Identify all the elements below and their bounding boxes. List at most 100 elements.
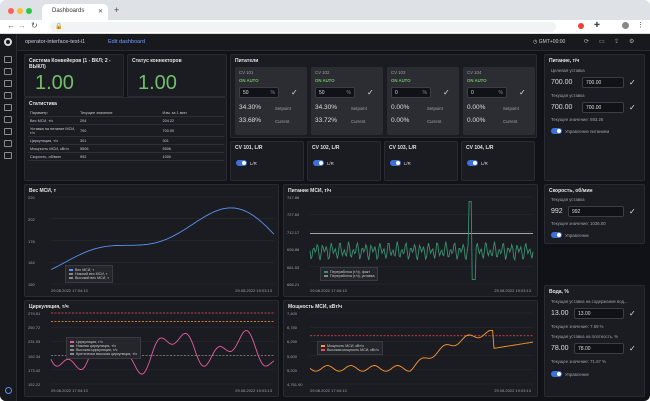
feeder-percent-input[interactable]: 50% bbox=[239, 87, 279, 98]
feeders-panel: Питатели CV 101 ON AUTO 50% ✓ 34.30% Set… bbox=[230, 54, 537, 138]
y-tick-label: 727.60 bbox=[287, 212, 300, 218]
timezone-picker[interactable]: ◷ GMT+00:00 bbox=[533, 39, 565, 45]
reload-icon[interactable]: ↻ bbox=[31, 21, 38, 30]
chart-tooltip-legend: Переработка (т/ч), факт Переработка (т/ч)… bbox=[320, 267, 379, 281]
feed-control-panel: Питание, т/ч Целевая уставка 700.00 700.… bbox=[544, 54, 645, 181]
density-input[interactable]: 78.00 bbox=[574, 343, 624, 354]
toggle-label: Управление питанием bbox=[565, 129, 610, 134]
x-tick-label: 29.08.2022 17:04:13 bbox=[51, 388, 88, 393]
speed-control-toggle[interactable] bbox=[551, 232, 562, 238]
dashboards-icon[interactable] bbox=[4, 68, 12, 75]
y-tick-label: 152.22 bbox=[28, 382, 41, 387]
dashboard-header: operator-interface-test-i1 Edit dashboar… bbox=[17, 34, 650, 51]
check-icon[interactable]: ✓ bbox=[629, 207, 636, 216]
check-icon[interactable]: ✓ bbox=[519, 88, 526, 97]
lr-toggle[interactable] bbox=[313, 160, 324, 166]
series-line bbox=[309, 329, 534, 372]
feeder-name: CV 103 bbox=[391, 70, 406, 75]
legend-swatch bbox=[324, 275, 328, 278]
legend-label: Нижняя циркуляция, т/ч bbox=[76, 344, 116, 348]
menu-icon[interactable]: ⋮ bbox=[637, 22, 644, 29]
close-tab-icon[interactable]: ✕ bbox=[97, 9, 103, 15]
target-value: 700.00 bbox=[551, 79, 573, 86]
plugins-icon[interactable] bbox=[4, 140, 12, 147]
forward-icon[interactable]: → bbox=[18, 21, 26, 30]
column-header[interactable]: Изм. за 1 мин bbox=[160, 109, 224, 117]
setpoint-label: Setpoint bbox=[503, 106, 519, 111]
minimize-window-icon[interactable] bbox=[17, 8, 23, 14]
table-cell: 204 bbox=[78, 116, 161, 125]
toggle-label: Управление bbox=[565, 233, 589, 238]
chart-tooltip-legend: Циркуляция, т/ч Нижняя циркуляция, т/ч Выс… bbox=[66, 337, 141, 359]
check-icon[interactable]: ✓ bbox=[443, 88, 450, 97]
users-icon[interactable] bbox=[4, 116, 12, 123]
user-avatar-icon[interactable] bbox=[5, 387, 12, 394]
check-icon[interactable]: ✓ bbox=[629, 309, 636, 318]
water-control-toggle[interactable] bbox=[551, 371, 562, 377]
current-input[interactable]: 700.00 bbox=[582, 102, 624, 113]
check-icon[interactable]: ✓ bbox=[629, 344, 636, 353]
weight-chart-panel: Вес МСИ, т 220 202 178 164 150 29.08.2022 17:… bbox=[24, 184, 279, 297]
profile-avatar[interactable] bbox=[622, 22, 629, 29]
check-icon[interactable]: ✓ bbox=[629, 78, 636, 87]
check-icon[interactable]: ✓ bbox=[367, 88, 374, 97]
lr-toggle[interactable] bbox=[236, 160, 247, 166]
y-tick-label: 192.34 bbox=[28, 353, 41, 359]
server-admin-icon[interactable] bbox=[4, 128, 12, 135]
legend-label: Циркуляция, т/ч bbox=[76, 340, 103, 344]
check-icon[interactable]: ✓ bbox=[291, 88, 298, 97]
stat-value: 1.00 bbox=[138, 72, 177, 94]
lr-toggle[interactable] bbox=[467, 160, 478, 166]
puzzle-icon[interactable]: ✚ bbox=[594, 22, 600, 29]
maximize-window-icon[interactable] bbox=[26, 8, 32, 14]
dashboard-title[interactable]: operator-interface-test-i1 bbox=[25, 39, 86, 45]
legend-label: Переработка (т/ч), уставка bbox=[330, 274, 375, 278]
check-icon[interactable]: ✓ bbox=[629, 103, 636, 112]
table-cell: Циркуляция, т/ч bbox=[28, 136, 78, 145]
input-value: 50 bbox=[319, 90, 325, 96]
extension-icon[interactable] bbox=[578, 23, 584, 29]
column-header[interactable]: Параметр bbox=[28, 109, 78, 117]
content-input[interactable]: 13.00 bbox=[574, 308, 624, 319]
new-tab-icon[interactable]: + bbox=[114, 5, 120, 15]
y-tick-label: 6,290 bbox=[287, 339, 298, 345]
grafana-logo-icon[interactable] bbox=[4, 38, 12, 46]
input-value: 0 bbox=[395, 90, 398, 96]
table-cell: Мощность МСИ, кВт/ч bbox=[28, 144, 78, 153]
current-label: Текущая уставка bbox=[551, 197, 585, 202]
browser-tab[interactable]: Dashboards ✕ bbox=[42, 4, 108, 20]
chart-plot[interactable] bbox=[309, 196, 534, 285]
y-tick-label: 7,400 bbox=[287, 311, 298, 316]
explore-icon[interactable] bbox=[4, 80, 12, 87]
help-icon[interactable] bbox=[4, 152, 12, 159]
settings-icon[interactable]: ⚙ bbox=[629, 39, 635, 45]
tab-title: Dashboards bbox=[52, 8, 85, 14]
column-header[interactable]: Текущее значение bbox=[78, 109, 161, 117]
feeder-percent-input[interactable]: 50% bbox=[315, 87, 355, 98]
lr-toggle[interactable] bbox=[390, 160, 401, 166]
table-cell: Вес МСИ, т/ч bbox=[28, 116, 78, 125]
refresh-icon[interactable]: ⟳ bbox=[584, 39, 590, 45]
close-window-icon[interactable] bbox=[8, 8, 14, 14]
url-field[interactable]: 🔒 bbox=[50, 22, 556, 32]
chart-plot[interactable] bbox=[50, 196, 275, 285]
share-icon[interactable]: ⇪ bbox=[614, 39, 620, 45]
alerting-icon[interactable] bbox=[4, 92, 12, 99]
tv-mode-icon[interactable]: ▭ bbox=[599, 39, 605, 45]
feed-control-toggle[interactable] bbox=[551, 128, 562, 134]
panel-title: Статистика bbox=[29, 101, 57, 107]
speed-input[interactable]: 992 bbox=[568, 206, 624, 217]
y-tick-label: 231.93 bbox=[28, 339, 41, 345]
edit-dashboard-link[interactable]: Edit dashboard bbox=[108, 39, 145, 45]
feeder-percent-input[interactable]: 0% bbox=[391, 87, 431, 98]
current-value: 992 bbox=[551, 208, 563, 215]
back-icon[interactable]: ← bbox=[7, 21, 15, 30]
feeder-percent-input[interactable]: 0% bbox=[467, 87, 507, 98]
chart-plot[interactable] bbox=[309, 312, 534, 385]
config-icon[interactable] bbox=[4, 104, 12, 111]
chart-plot[interactable] bbox=[50, 312, 275, 385]
target-input[interactable]: 700.00 bbox=[582, 77, 624, 88]
search-icon[interactable] bbox=[4, 56, 12, 63]
x-tick-label: 29.08.2022 19:03:13 bbox=[235, 288, 272, 293]
